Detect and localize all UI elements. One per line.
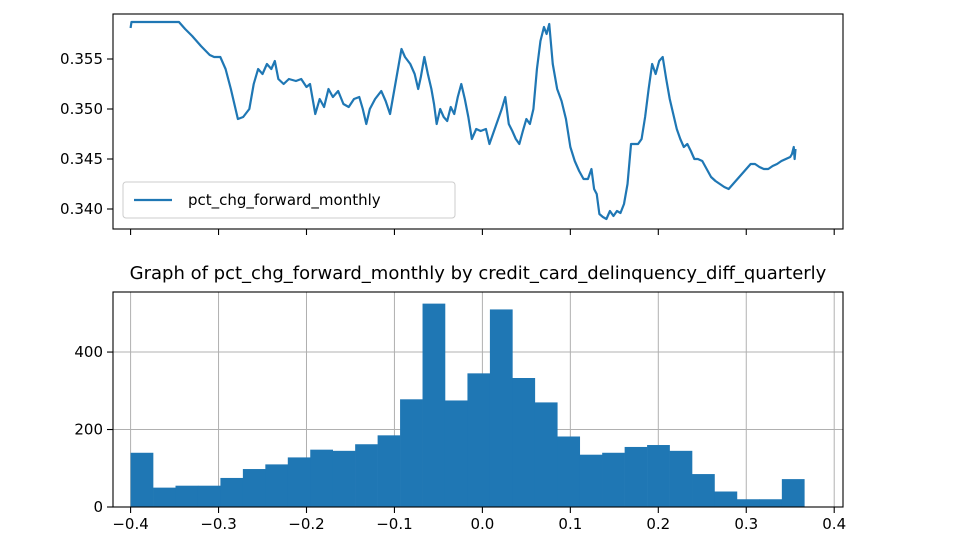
- histogram-bar: [130, 452, 154, 507]
- histogram-x-tick-label: 0.2: [646, 515, 670, 533]
- histogram-bar: [467, 373, 491, 507]
- histogram-bar: [153, 487, 176, 507]
- histogram-y-tick-label: 400: [74, 343, 103, 361]
- line-chart-y-tick-label: 0.355: [60, 50, 103, 68]
- line-chart-frame: [112, 13, 844, 230]
- histogram-bar: [512, 378, 536, 507]
- histogram-bar: [422, 303, 446, 507]
- histogram-bar: [220, 477, 244, 507]
- histogram-bar: [602, 452, 625, 507]
- histogram-x-tick-label: 0.0: [470, 515, 494, 533]
- histogram-x-axis: −0.4 −0.3 −0.2 −0.1 0.0 0.1 0.2 0.3 0.4: [112, 507, 846, 533]
- histogram-bar: [781, 479, 805, 507]
- histogram-bar: [400, 399, 423, 507]
- histogram-x-tick-label: −0.1: [376, 515, 412, 533]
- histogram-frame: [112, 291, 844, 508]
- histogram-bar: [287, 457, 311, 507]
- histogram-bar: [265, 464, 289, 507]
- histogram-bar: [310, 449, 334, 507]
- line-chart-y-tick-label: 0.345: [60, 150, 103, 168]
- histogram-y-axis: 0 200 400: [74, 343, 113, 516]
- histogram-bars: [130, 303, 805, 507]
- histogram-y-tick-label: 200: [74, 421, 103, 439]
- histogram-bar: [444, 400, 468, 507]
- line-chart-x-axis: [130, 229, 835, 235]
- histogram-y-tick-label: 0: [93, 498, 103, 516]
- histogram-bar: [736, 499, 760, 507]
- histogram-bar: [557, 436, 581, 507]
- histogram-x-tick-label: 0.4: [822, 515, 846, 533]
- histogram-bar: [332, 450, 356, 507]
- line-chart-y-tick-label: 0.350: [60, 100, 103, 118]
- line-chart-y-axis: 0.340 0.345 0.350 0.355: [60, 50, 113, 218]
- line-series-group: [129, 20, 797, 221]
- line-chart-panel: 0.340 0.345 0.350 0.355 pct_chg_forward_mon…: [60, 13, 844, 235]
- line-chart-y-tick-label: 0.340: [60, 200, 103, 218]
- histogram-bar: [669, 450, 693, 507]
- histogram-x-tick-label: −0.4: [112, 515, 148, 533]
- histogram-bar: [242, 469, 266, 507]
- histogram-bar: [579, 454, 603, 507]
- histogram-bar: [197, 485, 221, 507]
- histogram-x-tick-label: −0.3: [200, 515, 236, 533]
- histogram-bar: [175, 485, 199, 507]
- histogram-bar: [489, 309, 513, 507]
- histogram-bar: [377, 435, 401, 507]
- histogram-bar: [692, 474, 715, 507]
- legend-box: [122, 181, 456, 219]
- histogram-bar: [647, 445, 670, 507]
- histogram-x-tick-label: 0.1: [558, 515, 582, 533]
- line-series-0: [129, 20, 797, 221]
- histogram-bar: [355, 444, 378, 507]
- histogram-bar: [624, 446, 648, 507]
- line-chart-legend: pct_chg_forward_monthly: [122, 181, 456, 219]
- histogram-x-tick-label: −0.2: [288, 515, 324, 533]
- histogram-panel: Graph of pct_chg_forward_monthly by cred…: [74, 263, 846, 533]
- histogram-title: Graph of pct_chg_forward_monthly by cred…: [130, 263, 827, 284]
- histogram-bar: [759, 499, 783, 507]
- histogram-bar: [534, 402, 558, 507]
- histogram-bar: [714, 491, 738, 507]
- histogram-x-tick-label: 0.3: [734, 515, 758, 533]
- legend-label: pct_chg_forward_monthly: [188, 191, 381, 210]
